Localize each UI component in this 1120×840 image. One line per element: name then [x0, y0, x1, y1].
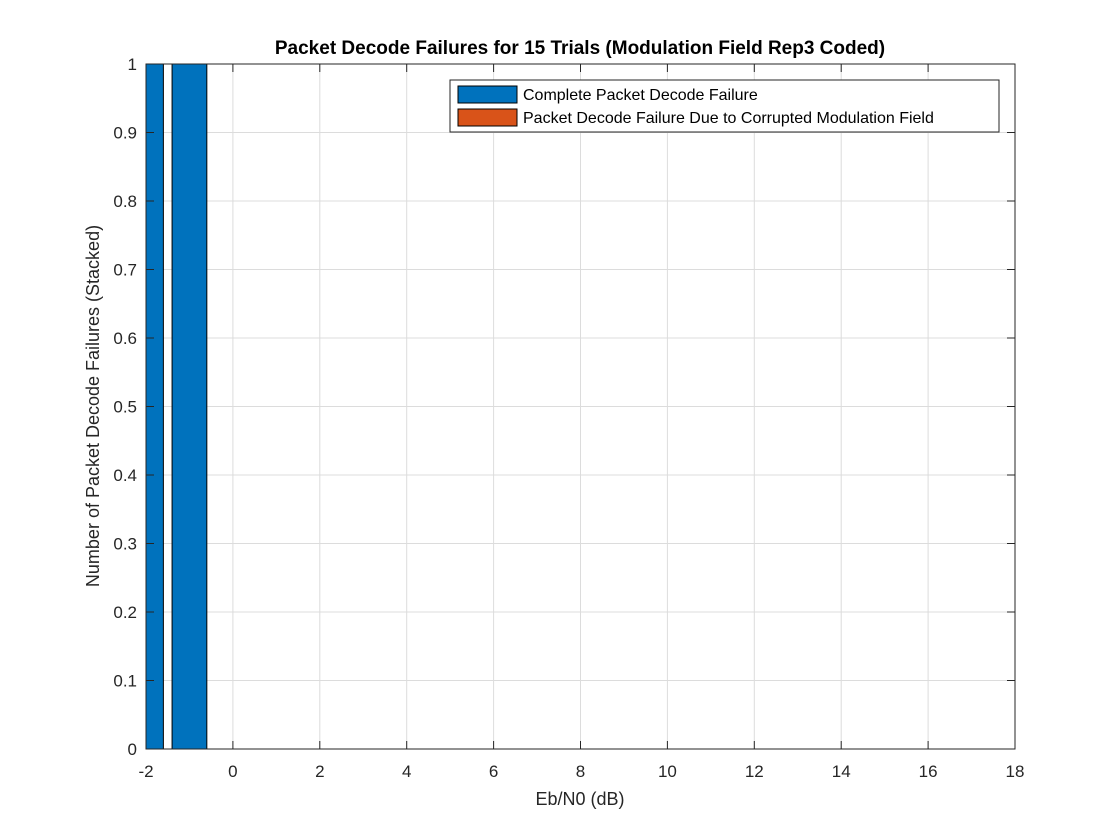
- y-tick-label: 0.4: [113, 466, 137, 485]
- x-tick-label: 4: [402, 762, 411, 781]
- y-tick-label: 0.1: [113, 672, 137, 691]
- legend-box: [449, 79, 1000, 133]
- y-tick-label: 0.5: [113, 398, 137, 417]
- chart-title: Packet Decode Failures for 15 Trials (Mo…: [275, 38, 885, 59]
- y-tick-label: 0.6: [113, 329, 137, 348]
- bar-series-0-x--2: [146, 64, 164, 749]
- y-tick-label: 0.3: [113, 535, 137, 554]
- x-tick-label: 0: [228, 762, 237, 781]
- bars: [146, 64, 208, 749]
- y-axis-label: Number of Packet Decode Failures (Stacke…: [83, 225, 103, 587]
- y-tick-label: 1: [128, 55, 137, 74]
- legend-label-complete-failure: Complete Packet Decode Failure: [523, 87, 758, 104]
- bar-series-0-x--1: [171, 64, 208, 749]
- legend-swatch-complete-failure: [457, 85, 518, 104]
- x-tick-label: 2: [315, 762, 324, 781]
- y-tick-label: 0.7: [113, 261, 137, 280]
- x-tick-label: 16: [919, 762, 938, 781]
- legend: Complete Packet Decode Failure Packet De…: [449, 79, 1000, 133]
- x-tick-label: 18: [1006, 762, 1025, 781]
- x-tick-label: 8: [576, 762, 585, 781]
- x-tick-label: 10: [658, 762, 677, 781]
- x-tick-label: -2: [138, 762, 153, 781]
- x-tick-label: 14: [832, 762, 851, 781]
- y-tick-label: 0.9: [113, 124, 137, 143]
- legend-swatch-modulation-failure: [457, 108, 518, 127]
- y-tick-label: 0.8: [113, 192, 137, 211]
- legend-label-modulation-failure: Packet Decode Failure Due to Corrupted M…: [523, 110, 934, 127]
- x-tick-label: 6: [489, 762, 498, 781]
- ticks: -2 0 2 4 6 8 10 12 14 16 1800.10.20.30.40.50.60.70…: [113, 55, 1024, 781]
- x-axis-label: Eb/N0 (dB): [535, 789, 624, 809]
- y-tick-label: 0.2: [113, 603, 137, 622]
- x-tick-label: 12: [745, 762, 764, 781]
- y-tick-label: 0: [128, 740, 137, 759]
